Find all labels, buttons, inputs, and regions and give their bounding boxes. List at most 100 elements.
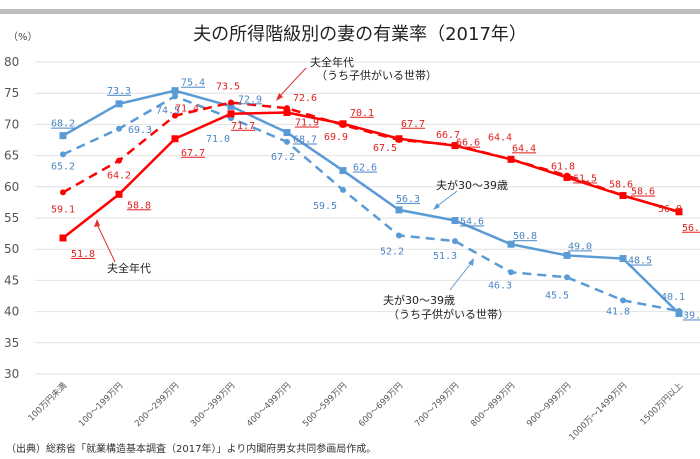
x-tick-label: 1000万～1499万円 <box>567 381 629 443</box>
data-label: 46.3 <box>488 280 512 291</box>
data-point <box>396 232 402 239</box>
data-label: 73.3 <box>107 86 131 97</box>
data-label: 40.1 <box>661 292 685 303</box>
data-label: 67.5 <box>373 143 397 154</box>
data-label: 56.3 <box>396 194 420 205</box>
data-label: 59.1 <box>51 204 75 215</box>
data-label: 62.6 <box>353 163 377 174</box>
series-line <box>62 111 680 239</box>
data-label: 72.6 <box>293 93 317 104</box>
data-label: 69.3 <box>128 125 152 136</box>
data-label: 56.0 <box>682 223 700 234</box>
data-point <box>563 251 571 259</box>
y-tick-label: 30 <box>4 367 19 381</box>
y-tick-label: 40 <box>4 305 19 319</box>
annotation-red-dashed-line2: （うち子供がいる世帯） <box>316 68 437 82</box>
data-label: 58.8 <box>127 200 151 211</box>
data-label: 73.5 <box>216 82 240 93</box>
annotation-arrow <box>278 67 307 98</box>
x-tick-label: 300～399万円 <box>189 381 237 429</box>
data-label: 66.7 <box>436 130 460 141</box>
data-point <box>508 269 514 276</box>
data-point <box>116 125 122 132</box>
data-label: 74.5 <box>156 105 180 116</box>
data-label: 39.7 <box>683 310 700 321</box>
data-label: 75.4 <box>181 78 205 89</box>
x-tick-label: 1500万円以上 <box>639 381 686 428</box>
arrowhead-icon <box>468 258 474 266</box>
data-label: 61.5 <box>573 173 597 184</box>
data-point <box>340 186 346 193</box>
y-axis-unit: （%） <box>8 31 38 43</box>
data-point <box>227 110 235 118</box>
data-point <box>395 135 403 143</box>
data-label: 59.5 <box>313 201 337 212</box>
data-point <box>115 100 123 108</box>
data-label: 67.2 <box>271 152 295 163</box>
data-point <box>115 190 123 198</box>
y-tick-label: 60 <box>4 180 19 194</box>
data-point <box>675 309 683 317</box>
annotation-blue-solid: 夫が30～39歳 <box>436 178 508 192</box>
data-label: 64.4 <box>512 143 536 154</box>
x-tick-label: 900～999万円 <box>525 381 573 429</box>
data-point <box>563 173 571 181</box>
data-label: 50.8 <box>513 231 537 242</box>
y-tick-label: 70 <box>4 117 19 131</box>
data-point <box>283 109 291 117</box>
data-label: 72.9 <box>238 94 262 105</box>
data-label: 58.6 <box>631 187 655 198</box>
data-point <box>395 206 403 214</box>
data-label: 68.2 <box>51 119 75 130</box>
data-point <box>451 142 459 150</box>
data-label: 41.8 <box>606 306 630 317</box>
annotation-blue-dashed-line1: 夫が30～39歳 <box>383 293 455 307</box>
x-tick-label: 100万円未満 <box>26 380 70 424</box>
top-bar <box>0 9 700 14</box>
x-tick-label: 200～299万円 <box>133 381 181 429</box>
x-tick-label: 700～799万円 <box>413 381 461 429</box>
annotation-arrow <box>435 190 458 208</box>
data-point <box>507 240 515 248</box>
y-tick-label: 35 <box>4 336 19 350</box>
data-label: 64.4 <box>488 132 512 143</box>
annotation-blue-dashed-line2: （うち子供がいる世帯） <box>388 307 509 321</box>
data-label: 66.6 <box>456 138 480 149</box>
y-tick-label: 80 <box>4 55 19 69</box>
data-point <box>339 167 347 175</box>
x-tick-label: 500～599万円 <box>301 381 349 429</box>
data-point <box>619 255 627 263</box>
y-tick-label: 75 <box>4 86 19 100</box>
annotation-arrow <box>449 261 473 291</box>
data-point <box>59 132 67 140</box>
data-point <box>564 274 570 281</box>
data-label: 67.7 <box>401 119 425 130</box>
y-tick-label: 55 <box>4 211 19 225</box>
arrowhead-icon <box>433 203 440 210</box>
data-point <box>116 157 122 164</box>
data-label: 68.7 <box>293 135 317 146</box>
data-label: 69.9 <box>324 132 348 143</box>
data-point <box>171 135 179 143</box>
data-point <box>452 238 458 245</box>
data-label: 54.6 <box>460 216 484 227</box>
source-note: （出典）総務省「就業構造基本調査（2017年）」より内閣府男女共同参画局作成。 <box>6 442 376 455</box>
series-line <box>62 89 680 315</box>
data-label: 52.2 <box>380 246 404 257</box>
x-tick-label: 400～499万円 <box>245 381 293 429</box>
arrowhead-icon <box>94 219 100 227</box>
arrowhead-icon <box>276 93 283 101</box>
data-point <box>675 208 683 216</box>
data-label: 49.0 <box>568 241 592 252</box>
data-label: 51.3 <box>433 251 457 262</box>
data-point <box>59 234 67 242</box>
y-tick-label: 45 <box>4 273 19 287</box>
data-label: 51.8 <box>71 249 95 260</box>
data-label: 64.2 <box>107 171 131 182</box>
data-label: 61.8 <box>551 162 575 173</box>
annotation-red-dashed-line1: 夫全年代 <box>310 55 354 69</box>
data-point <box>620 297 626 304</box>
x-tick-label: 600～699万円 <box>357 381 405 429</box>
data-point <box>171 87 179 95</box>
data-point <box>507 155 515 163</box>
